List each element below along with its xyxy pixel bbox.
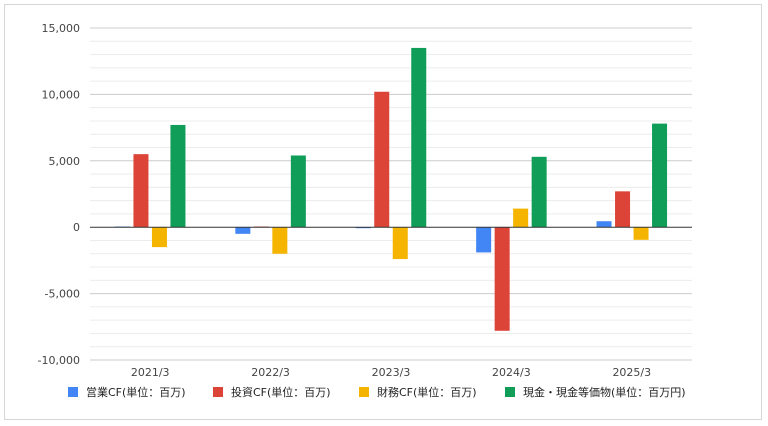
legend-swatch-1 [68,387,78,397]
bar-3-2022-3 [272,227,288,254]
y-tick-label: -5,000 [45,288,80,301]
legend-label-1: 営業CF(単位：百万) [86,385,186,399]
x-tick-label: 2021/3 [131,366,170,379]
bar-4-2025-3 [652,123,668,228]
bar-2-2025-3 [615,191,631,228]
y-tick-label: 10,000 [42,88,81,101]
bar-4-2022-3 [290,155,306,228]
legend-swatch-2 [213,387,223,397]
bar-2-2023-3 [374,91,390,228]
bar-4-2024-3 [531,156,547,228]
bar-4-2021-3 [170,124,186,228]
bar-2-2024-3 [494,227,510,331]
bar-4-2023-3 [411,47,427,228]
bar-3-2021-3 [151,227,167,248]
bar-1-2025-3 [596,221,612,228]
bar-3-2024-3 [513,208,529,228]
legend-label-3: 財務CF(単位：百万) [377,385,477,399]
y-tick-label: 0 [73,221,80,234]
bar-1-2024-3 [476,227,492,253]
y-tick-label: 5,000 [49,155,81,168]
legend-swatch-3 [359,387,369,397]
x-tick-label: 2022/3 [251,366,290,379]
bar-2-2021-3 [133,154,149,228]
x-tick-label: 2023/3 [372,366,411,379]
legend-label-2: 投資CF(単位：百万) [231,385,331,399]
x-tick-label: 2024/3 [492,366,531,379]
legend-swatch-4 [505,387,515,397]
bar-3-2025-3 [633,227,649,240]
bar-3-2023-3 [392,227,408,260]
x-tick-label: 2025/3 [612,366,651,379]
y-tick-label: -10,000 [38,354,80,367]
bar-1-2022-3 [235,227,251,234]
y-tick-label: 15,000 [42,22,81,35]
legend-label-4: 現金・現金等価物(単位：百万円) [523,385,686,399]
